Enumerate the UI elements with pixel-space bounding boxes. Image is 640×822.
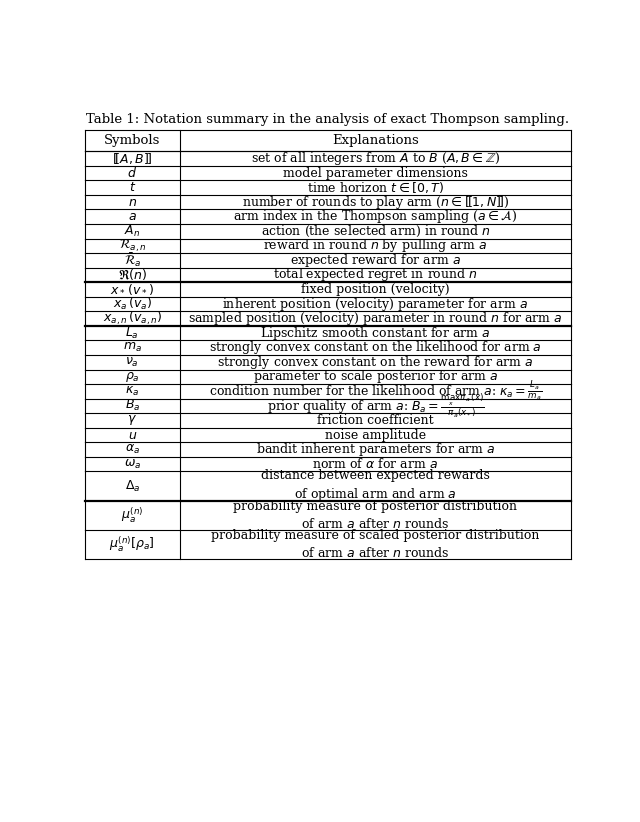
Text: $\mu_a^{(n)}$: $\mu_a^{(n)}$ xyxy=(121,506,143,524)
Text: condition number for the likelihood of arm $a$: $\kappa_a = \frac{L_a}{m_a}$: condition number for the likelihood of a… xyxy=(209,380,542,403)
Text: $t$: $t$ xyxy=(129,181,136,194)
Text: Lipschitz smooth constant for arm $a$: Lipschitz smooth constant for arm $a$ xyxy=(260,325,491,342)
Text: $\omega_a$: $\omega_a$ xyxy=(124,458,141,471)
Text: expected reward for arm $a$: expected reward for arm $a$ xyxy=(290,252,461,269)
Text: probability measure of scaled posterior distribution
of arm $a$ after $n$ rounds: probability measure of scaled posterior … xyxy=(211,529,540,560)
Text: prior quality of arm $a$: $B_a = \frac{\max_x \pi_a(x)}{\pi_a(x_*)}$: prior quality of arm $a$: $B_a = \frac{\… xyxy=(267,392,484,420)
Text: $\Delta_a$: $\Delta_a$ xyxy=(125,478,140,493)
Text: strongly convex constant on the likelihood for arm $a$: strongly convex constant on the likeliho… xyxy=(209,339,542,356)
Text: number of rounds to play arm ($n \in [\![1, N]\!]$): number of rounds to play arm ($n \in [\!… xyxy=(242,194,509,210)
Text: strongly convex constant on the reward for arm $a$: strongly convex constant on the reward f… xyxy=(217,353,534,371)
Text: inherent position (velocity) parameter for arm $a$: inherent position (velocity) parameter f… xyxy=(223,296,529,312)
Text: $\mathcal{R}_{a,n}$: $\mathcal{R}_{a,n}$ xyxy=(118,238,146,254)
Text: $m_a$: $m_a$ xyxy=(123,341,142,354)
Text: Table 1: Notation summary in the analysis of exact Thompson sampling.: Table 1: Notation summary in the analysi… xyxy=(86,113,570,126)
Text: fixed position (velocity): fixed position (velocity) xyxy=(301,283,450,296)
Text: $u$: $u$ xyxy=(127,428,137,441)
Text: bandit inherent parameters for arm $a$: bandit inherent parameters for arm $a$ xyxy=(255,441,495,458)
Text: action (the selected arm) in round $n$: action (the selected arm) in round $n$ xyxy=(260,224,490,238)
Text: $A_n$: $A_n$ xyxy=(124,224,140,238)
Text: $d$: $d$ xyxy=(127,166,138,180)
Text: distance between expected rewards
of optimal arm and arm $a$: distance between expected rewards of opt… xyxy=(261,469,490,503)
Text: friction coefficient: friction coefficient xyxy=(317,414,434,427)
Text: $\mu_a^{(n)}[\rho_a]$: $\mu_a^{(n)}[\rho_a]$ xyxy=(109,534,156,554)
Text: sampled position (velocity) parameter in round $n$ for arm $a$: sampled position (velocity) parameter in… xyxy=(188,310,563,327)
Text: $\kappa_a$: $\kappa_a$ xyxy=(125,385,140,398)
Text: norm of $\alpha$ for arm $a$: norm of $\alpha$ for arm $a$ xyxy=(312,457,438,471)
Text: $\nu_a$: $\nu_a$ xyxy=(125,356,140,369)
Text: model parameter dimensions: model parameter dimensions xyxy=(283,167,468,179)
Text: $L_a$: $L_a$ xyxy=(125,326,140,340)
Text: arm index in the Thompson sampling ($a \in \mathcal{A}$): arm index in the Thompson sampling ($a \… xyxy=(233,208,518,225)
Text: noise amplitude: noise amplitude xyxy=(325,428,426,441)
Text: $\mathfrak{R}(n)$: $\mathfrak{R}(n)$ xyxy=(118,267,147,283)
Text: $a$: $a$ xyxy=(128,210,137,224)
Text: $\alpha_a$: $\alpha_a$ xyxy=(125,443,140,456)
Text: $x_* \,(v_*)$: $x_* \,(v_*)$ xyxy=(110,283,154,297)
Text: probability measure of posterior distribution
of arm $a$ after $n$ rounds: probability measure of posterior distrib… xyxy=(234,500,517,530)
Text: $[\![A,B]\!]$: $[\![A,B]\!]$ xyxy=(113,151,152,166)
Text: $\bar{\mathcal{R}}_a$: $\bar{\mathcal{R}}_a$ xyxy=(124,252,141,269)
Text: parameter to scale posterior for arm $a$: parameter to scale posterior for arm $a$ xyxy=(253,368,498,386)
Text: set of all integers from $A$ to $B$ ($A, B \in \mathbb{Z}$): set of all integers from $A$ to $B$ ($A,… xyxy=(250,150,500,167)
Text: $x_{a,n} \,(v_{a,n})$: $x_{a,n} \,(v_{a,n})$ xyxy=(102,310,162,327)
Text: $\rho_a$: $\rho_a$ xyxy=(125,370,140,384)
Text: reward in round $n$ by pulling arm $a$: reward in round $n$ by pulling arm $a$ xyxy=(263,238,488,254)
Text: $x_a \,(v_a)$: $x_a \,(v_a)$ xyxy=(113,296,152,312)
Text: $\gamma$: $\gamma$ xyxy=(127,413,138,427)
Text: $B_a$: $B_a$ xyxy=(125,399,140,413)
Text: Symbols: Symbols xyxy=(104,134,161,147)
Text: $n$: $n$ xyxy=(128,196,137,209)
Text: total expected regret in round $n$: total expected regret in round $n$ xyxy=(273,266,477,284)
Text: time horizon $t \in [0, T)$: time horizon $t \in [0, T)$ xyxy=(307,180,444,195)
Text: Explanations: Explanations xyxy=(332,134,419,147)
